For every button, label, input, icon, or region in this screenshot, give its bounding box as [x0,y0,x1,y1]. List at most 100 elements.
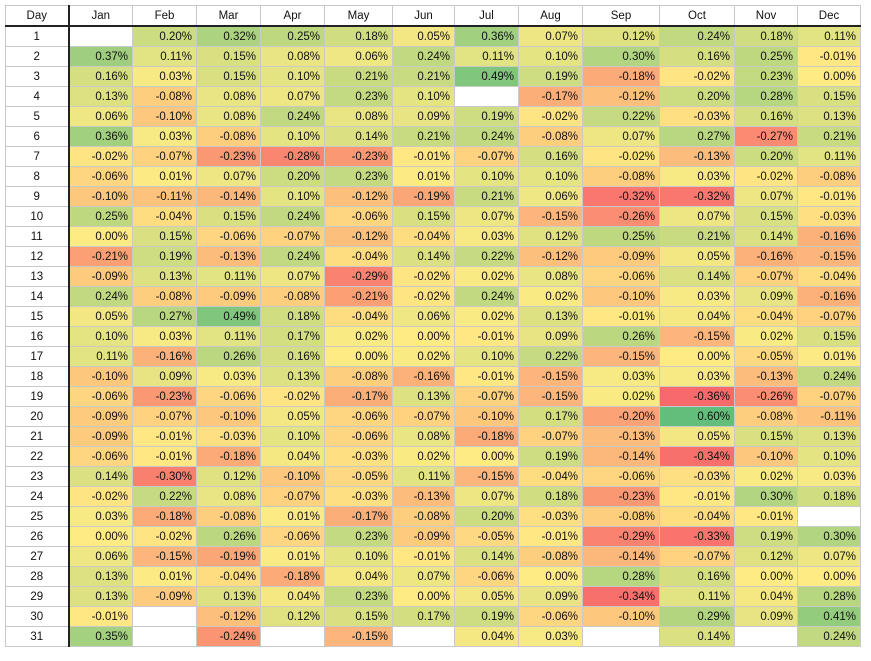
day-label: 7 [5,146,70,167]
heatmap-cell: -0.06% [68,166,133,187]
heatmap-cell: 0.19% [518,446,583,467]
heatmap-cell: -0.08% [518,546,583,567]
heatmap-cell: 0.10% [260,426,325,447]
heatmap-cell: 0.07% [734,186,798,207]
heatmap-cell: 0.24% [392,46,455,67]
heatmap-cell: -0.33% [659,526,735,547]
day-label: 23 [5,466,70,487]
heatmap-cell: 0.21% [392,66,455,87]
heatmap-cell: -0.01% [797,186,861,207]
heatmap-cell: 0.11% [196,326,261,347]
heatmap-cell: -0.06% [324,426,393,447]
heatmap-cell: -0.24% [196,626,261,647]
heatmap-cell: 0.02% [734,326,798,347]
heatmap-cell: 0.03% [797,466,861,487]
heatmap-cell: 0.01% [260,506,325,527]
heatmap-cell: 0.03% [132,66,197,87]
heatmap-cell [582,626,660,647]
heatmap-cell: 0.03% [582,366,660,387]
heatmap-cell: -0.34% [582,586,660,607]
heatmap-cell: 0.06% [518,186,583,207]
heatmap-cell: -0.04% [659,506,735,527]
heatmap-cell: -0.06% [454,566,519,587]
heatmap-cell: -0.03% [797,206,861,227]
heatmap-cell: -0.09% [582,246,660,267]
month-column-header: Jul [454,5,519,27]
heatmap-cell: -0.02% [132,526,197,547]
heatmap-cell: 0.10% [68,326,133,347]
heatmap-cell: 0.20% [454,506,519,527]
table-row: 3 0.16% 0.03% 0.15% 0.10% 0.21% 0.21% 0.49% 0.19… [5,66,861,87]
heatmap-cell: 0.00% [734,566,798,587]
heatmap-cell: -0.01% [68,606,133,627]
month-column-header: May [324,5,393,27]
heatmap-cell: -0.01% [392,146,455,167]
table-row: 26 0.00% -0.02% 0.26% -0.06% 0.23% -0.09% -0.05… [5,526,861,547]
heatmap-cell [392,626,455,647]
day-label: 21 [5,426,70,447]
month-column-header: Nov [734,5,798,27]
month-column-header: Dec [797,5,861,27]
heatmap-cell: 0.18% [324,25,393,47]
heatmap-cell: 0.05% [260,406,325,427]
heatmap-cell: 0.02% [324,326,393,347]
table-row: 13 -0.09% 0.13% 0.11% 0.07% -0.29% -0.02% 0.02%… [5,266,861,287]
heatmap-cell: 0.11% [797,25,861,47]
heatmap-cell: -0.12% [196,606,261,627]
heatmap-cell [454,86,519,107]
heatmap-cell: 0.16% [734,106,798,127]
heatmap-cell: 0.03% [196,366,261,387]
heatmap-cell: 0.07% [454,486,519,507]
heatmap-cell: -0.14% [196,186,261,207]
heatmap-cell: -0.30% [132,466,197,487]
heatmap-cell: -0.08% [392,506,455,527]
heatmap-cell: -0.01% [132,446,197,467]
heatmap-cell: 0.07% [260,266,325,287]
heatmap-cell: 0.23% [734,66,798,87]
heatmap-cell: -0.08% [582,166,660,187]
heatmap-cell: -0.08% [797,166,861,187]
heatmap-cell: 0.25% [260,25,325,47]
heatmap-cell: 0.04% [454,626,519,647]
heatmap-cell: 0.03% [659,366,735,387]
table-row: 18 -0.10% 0.09% 0.03% 0.13% -0.08% -0.16% -0.01… [5,366,861,387]
heatmap-cell: -0.04% [518,466,583,487]
heatmap-cell: -0.13% [734,366,798,387]
heatmap-cell: -0.10% [454,406,519,427]
table-row: 23 0.14% -0.30% 0.12% -0.10% -0.05% 0.11% -0.15… [5,466,861,487]
heatmap-cell: 0.21% [797,126,861,147]
heatmap-cell: 0.00% [797,566,861,587]
month-column-header: Mar [196,5,261,27]
heatmap-cell: 0.24% [260,106,325,127]
heatmap-cell: 0.25% [582,226,660,247]
heatmap-cell: -0.06% [324,206,393,227]
heatmap-cell: 0.00% [392,326,455,347]
day-label: 31 [5,626,70,647]
heatmap-cell: 0.17% [518,406,583,427]
heatmap-cell: 0.14% [734,226,798,247]
heatmap-cell: 0.18% [734,25,798,47]
heatmap-cell: -0.10% [734,446,798,467]
heatmap-cell: 0.26% [582,326,660,347]
day-label: 13 [5,266,70,287]
heatmap-cell: 0.16% [659,566,735,587]
heatmap-cell: 0.10% [324,546,393,567]
heatmap-cell: -0.07% [454,386,519,407]
day-label: 6 [5,126,70,147]
heatmap-cell: 0.03% [132,326,197,347]
heatmap-cell: 0.22% [132,486,197,507]
heatmap-cell: -0.06% [68,446,133,467]
heatmap-cell: -0.13% [392,486,455,507]
heatmap-cell: 0.00% [659,346,735,367]
heatmap-cell: -0.06% [68,386,133,407]
heatmap-cell: -0.10% [260,466,325,487]
heatmap-cell: 0.08% [518,266,583,287]
heatmap-cell: 0.10% [260,186,325,207]
day-column-header: Day [5,5,70,27]
heatmap-cell: 0.21% [659,226,735,247]
month-column-header: Jan [68,5,133,27]
heatmap-cell: -0.02% [68,486,133,507]
heatmap-cell: 0.29% [659,606,735,627]
heatmap-cell: 0.03% [132,126,197,147]
day-label: 10 [5,206,70,227]
